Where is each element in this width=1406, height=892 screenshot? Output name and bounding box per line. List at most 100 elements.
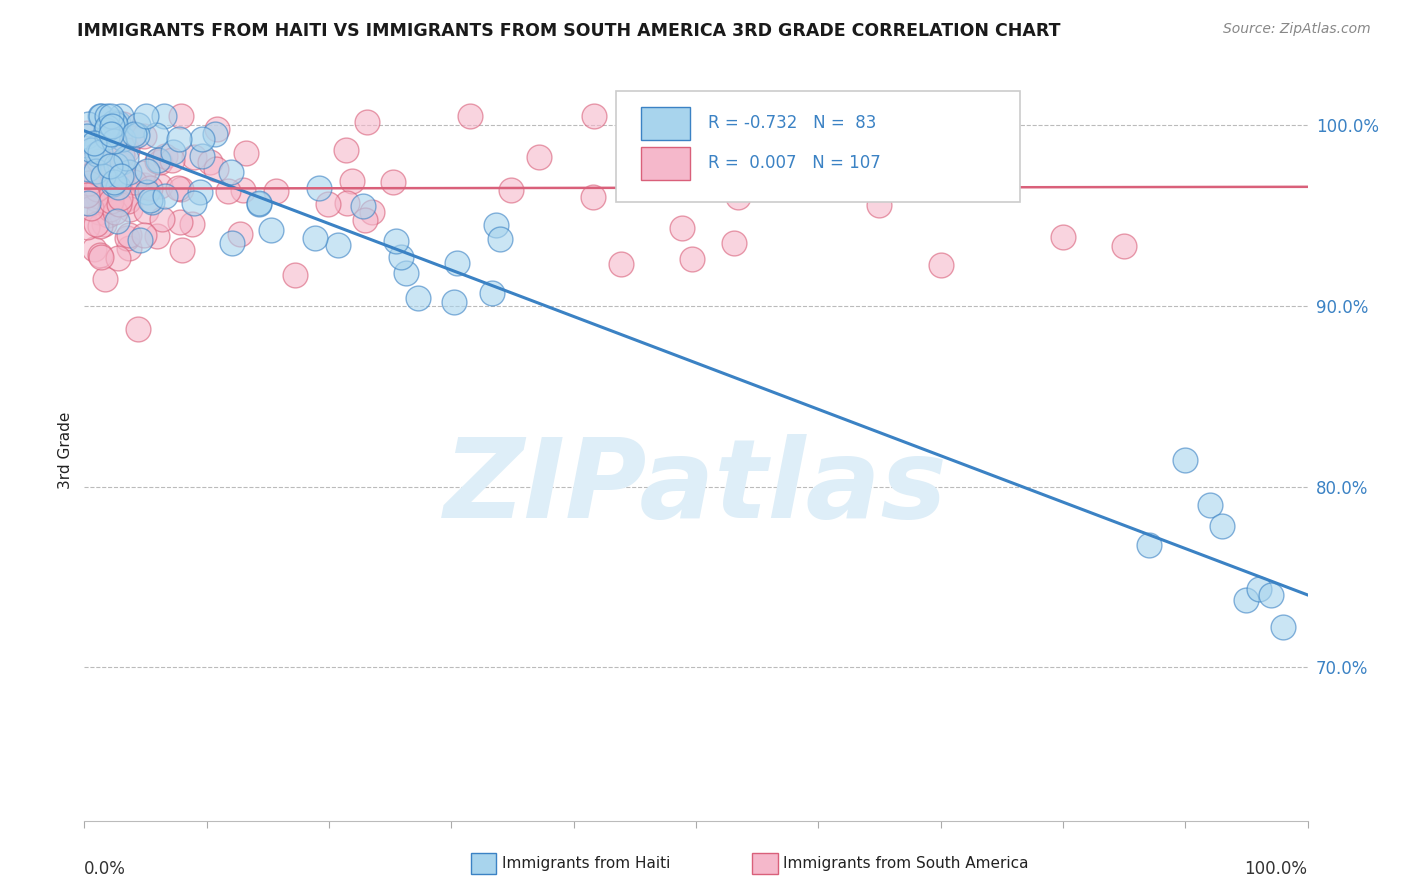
Point — [94, 272, 117, 286]
Point — [247, 196, 270, 211]
Point — [308, 180, 330, 194]
Point — [149, 179, 172, 194]
Text: IMMIGRANTS FROM HAITI VS IMMIGRANTS FROM SOUTH AMERICA 3RD GRADE CORRELATION CHA: IMMIGRANTS FROM HAITI VS IMMIGRANTS FROM… — [77, 22, 1062, 40]
Point — [1052, 230, 1074, 244]
Point — [406, 291, 429, 305]
Point — [135, 204, 157, 219]
Point — [183, 150, 205, 164]
Point — [146, 229, 169, 244]
Point — [122, 175, 145, 189]
Point — [170, 182, 193, 196]
Point — [671, 220, 693, 235]
Point — [723, 235, 745, 250]
Point — [115, 151, 138, 165]
Point — [107, 251, 129, 265]
Point — [529, 150, 551, 164]
Point — [134, 128, 156, 143]
Point — [127, 119, 149, 133]
Point — [703, 169, 725, 183]
Point — [100, 110, 122, 124]
Point — [96, 130, 118, 145]
Point — [103, 134, 125, 148]
Point — [103, 114, 125, 128]
Point — [207, 122, 229, 136]
Point — [117, 194, 139, 209]
Point — [304, 231, 326, 245]
Point — [100, 127, 122, 141]
Point — [118, 165, 141, 179]
Point — [111, 154, 134, 169]
Point — [94, 123, 117, 137]
Point — [115, 231, 138, 245]
Point — [80, 201, 103, 215]
Point — [107, 179, 129, 194]
Point — [134, 228, 156, 243]
Point — [198, 155, 221, 169]
Point — [110, 169, 132, 184]
Point — [89, 248, 111, 262]
Point — [1174, 453, 1197, 467]
Point — [443, 294, 465, 309]
Point — [169, 215, 191, 229]
Point — [485, 218, 508, 232]
Point — [169, 132, 191, 146]
Point — [180, 217, 202, 231]
Point — [326, 238, 349, 252]
Point — [91, 169, 114, 183]
Point — [681, 252, 703, 266]
Point — [831, 164, 853, 178]
Point — [153, 149, 176, 163]
Point — [112, 193, 135, 207]
Point — [110, 109, 132, 123]
Point — [361, 204, 384, 219]
Point — [352, 199, 374, 213]
Point — [76, 219, 98, 234]
Point — [1137, 538, 1160, 552]
Point — [121, 131, 143, 145]
Point — [111, 158, 134, 172]
Point — [929, 258, 952, 272]
Point — [93, 217, 115, 231]
Point — [966, 176, 988, 190]
Point — [98, 202, 121, 216]
Point — [135, 109, 157, 123]
Point — [389, 250, 412, 264]
Text: Immigrants from Haiti: Immigrants from Haiti — [502, 856, 671, 871]
Point — [76, 188, 98, 202]
Point — [869, 198, 891, 212]
Point — [395, 266, 418, 280]
Point — [610, 257, 633, 271]
Text: ZIPatlas: ZIPatlas — [444, 434, 948, 541]
Point — [96, 109, 118, 123]
Point — [87, 204, 110, 219]
FancyBboxPatch shape — [641, 146, 690, 180]
Point — [1198, 498, 1220, 512]
Point — [1236, 593, 1258, 607]
Point — [97, 121, 120, 136]
Point — [170, 109, 193, 123]
Point — [139, 181, 162, 195]
Point — [136, 186, 159, 200]
Point — [132, 166, 155, 180]
Point — [90, 250, 112, 264]
Point — [112, 166, 135, 180]
Point — [1272, 620, 1295, 634]
Point — [77, 181, 100, 195]
Point — [685, 161, 707, 175]
Point — [77, 195, 100, 210]
Point — [247, 197, 270, 211]
Point — [84, 192, 107, 206]
Point — [76, 117, 98, 131]
Point — [353, 212, 375, 227]
Point — [77, 169, 100, 184]
Point — [335, 144, 357, 158]
Point — [84, 164, 107, 178]
Point — [446, 255, 468, 269]
Point — [101, 177, 124, 191]
Point — [135, 164, 157, 178]
Point — [103, 182, 125, 196]
Point — [108, 191, 131, 205]
Point — [120, 202, 142, 216]
Text: 100.0%: 100.0% — [1244, 860, 1308, 878]
Point — [356, 115, 378, 129]
